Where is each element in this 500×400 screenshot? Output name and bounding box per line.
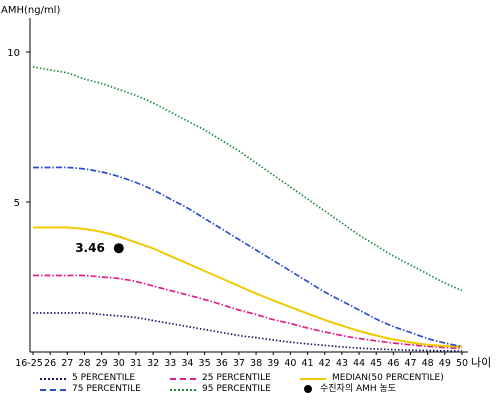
legend-swatch [300, 378, 326, 380]
y-tick-label: 10 [7, 48, 20, 59]
legend-label: 95 PERCENTILE [202, 384, 271, 394]
x-tick-label: 32 [147, 358, 159, 369]
x-tick-label: 42 [319, 358, 331, 369]
legend-label: MEDIAN(50 PERCENTILE) [332, 373, 444, 383]
x-tick-label: 48 [422, 358, 434, 369]
x-tick-label: 47 [404, 358, 416, 369]
x-tick-label: 28 [78, 358, 90, 369]
x-tick-label: 44 [353, 358, 365, 369]
x-tick-label: 30 [113, 358, 125, 369]
x-tick-label: 31 [130, 358, 142, 369]
x-tick-label: 45 [370, 358, 382, 369]
legend-label: 75 PERCENTILE [72, 384, 141, 394]
y-axis-label: AMH(ng/ml) [1, 5, 60, 16]
x-tick-label: 49 [439, 358, 451, 369]
x-tick-label: 43 [336, 358, 348, 369]
x-axis-label: 나이 [471, 356, 491, 369]
legend-swatch [40, 389, 66, 391]
legend-label: 수진자의 AMH 농도 [320, 384, 397, 394]
legend-swatch [170, 378, 196, 380]
x-tick-label: 34 [181, 358, 193, 369]
y-tick-label: 5 [14, 198, 20, 209]
x-tick-label: 16-25 [15, 358, 43, 369]
x-tick-label: 38 [250, 358, 262, 369]
x-tick-label: 36 [216, 358, 228, 369]
series-line-25-percentile [33, 274, 463, 350]
patient-amh-marker [113, 243, 124, 254]
x-tick-label: 37 [233, 358, 245, 369]
x-tick-label: 33 [164, 358, 176, 369]
legend-marker-dot [304, 385, 312, 393]
x-tick-label: 41 [302, 358, 314, 369]
x-tick-label: 50 [456, 358, 468, 369]
x-tick-label: 40 [284, 358, 296, 369]
x-tick-label: 46 [387, 358, 399, 369]
patient-amh-value-label: 3.46 [75, 241, 105, 255]
x-tick-label: 29 [96, 358, 108, 369]
series-line-5-percentile [33, 312, 463, 352]
legend-swatch [170, 389, 196, 391]
series-line-median-50-percentile [32, 226, 463, 348]
legend-swatch [40, 378, 66, 380]
x-tick-label: 35 [199, 358, 211, 369]
series-line-75-percentile [33, 166, 463, 348]
chart-legend: 5 PERCENTILE 25 PERCENTILE MEDIAN(50 PERCE… [0, 370, 500, 400]
series-line-95-percentile [32, 66, 463, 292]
x-tick-label: 27 [61, 358, 73, 369]
legend-label: 25 PERCENTILE [202, 373, 271, 383]
x-tick-label: 26 [44, 358, 56, 369]
legend-label: 5 PERCENTILE [72, 373, 136, 383]
x-tick-label: 39 [267, 358, 279, 369]
